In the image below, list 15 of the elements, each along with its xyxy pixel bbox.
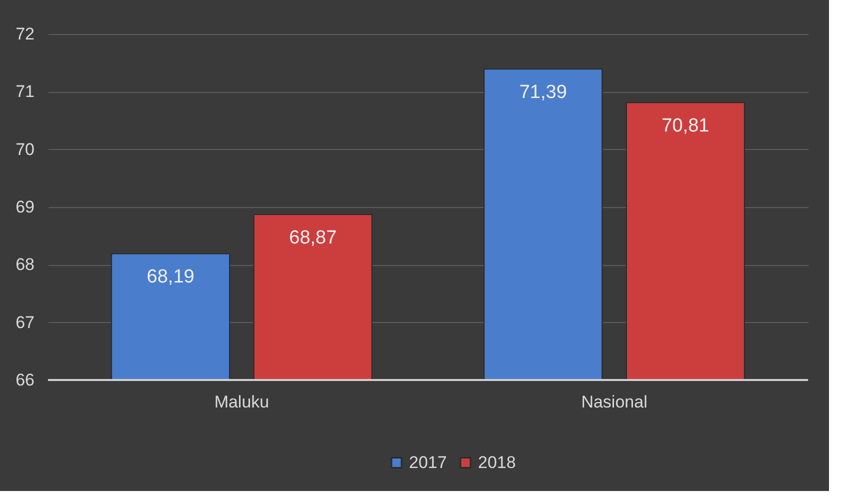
data-label: 71,39 xyxy=(519,82,567,104)
y-tick-label: 70 xyxy=(16,140,34,159)
x-tick-label: Nasional xyxy=(581,392,648,412)
y-tick-label: 67 xyxy=(16,312,34,332)
legend-label: 2017 xyxy=(409,452,447,472)
y-tick-label: 72 xyxy=(16,24,34,44)
data-label: 70,81 xyxy=(662,116,710,137)
y-tick-label: 68 xyxy=(16,255,34,274)
y-tick-label: 71 xyxy=(16,82,34,102)
y-tick-label: 66 xyxy=(16,370,34,390)
x-tick-label: Maluku xyxy=(214,392,270,412)
legend-label: 2018 xyxy=(478,452,516,472)
data-label: 68,87 xyxy=(289,227,337,248)
data-label: 68,19 xyxy=(146,266,194,288)
y-tick-label: 69 xyxy=(16,198,34,216)
